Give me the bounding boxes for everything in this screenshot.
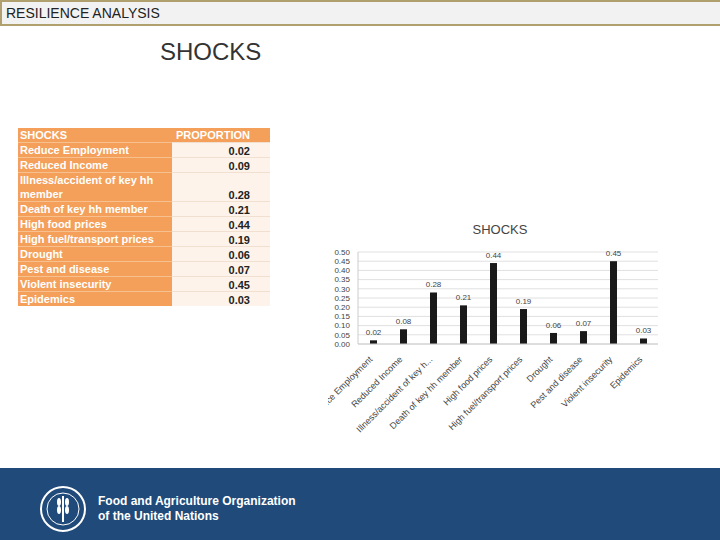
svg-text:0.00: 0.00: [334, 340, 350, 349]
svg-text:Pest and disease: Pest and disease: [529, 354, 585, 410]
svg-text:0.19: 0.19: [516, 297, 532, 306]
svg-text:Violent insecurity: Violent insecurity: [559, 354, 614, 409]
html-text:Drought: Drought: [20, 248, 63, 260]
svg-text:0.07: 0.07: [576, 319, 592, 328]
html-text:Violent insecurity: Violent insecurity: [20, 278, 112, 290]
svg-text:0.45: 0.45: [334, 257, 350, 266]
svg-text:0.40: 0.40: [334, 266, 350, 275]
html-text:Illness/accident of key hh mem: Illness/accident of key hh member: [20, 174, 154, 200]
html-text:SHOCKS: SHOCKS: [20, 129, 68, 141]
svg-text:0.50: 0.50: [334, 248, 350, 257]
svg-text:Epidemics: Epidemics: [608, 354, 645, 391]
html-text:PROPORTION: PROPORTION: [176, 129, 250, 141]
html-text:High fuel/transport prices: High fuel/transport prices: [20, 233, 154, 245]
svg-text:0.06: 0.06: [546, 321, 562, 330]
svg-text:0.21: 0.21: [456, 293, 472, 302]
html-text:0.28: 0.28: [228, 189, 250, 201]
html-text:Pest and disease: Pest and disease: [20, 263, 110, 275]
html-text:0.07: 0.07: [228, 264, 250, 276]
svg-text:0.20: 0.20: [334, 303, 350, 312]
html-text:RESILIENCE ANALYSIS: RESILIENCE ANALYSIS: [6, 5, 160, 21]
svg-text:Drought: Drought: [525, 354, 555, 384]
html-text:0.21: 0.21: [228, 204, 250, 216]
svg-text:0.28: 0.28: [426, 280, 442, 289]
svg-text:Illness/accident of key h...: Illness/accident of key h...: [354, 354, 435, 435]
svg-text:0.15: 0.15: [334, 312, 350, 321]
svg-text:0.10: 0.10: [334, 321, 350, 330]
html-text:Death of key hh member: Death of key hh member: [20, 203, 148, 215]
html-text:0.09: 0.09: [228, 160, 250, 172]
svg-text:0.45: 0.45: [606, 249, 622, 258]
html-text:0.19: 0.19: [228, 234, 250, 246]
svg-text:Reduced Income: Reduced Income: [349, 354, 404, 409]
html-text:Reduced Income: Reduced Income: [20, 159, 108, 171]
svg-text:0.08: 0.08: [396, 317, 412, 326]
html-text:Food and Agriculture Organizat: Food and Agriculture Organization: [98, 494, 296, 508]
svg-text:0.35: 0.35: [334, 275, 350, 284]
svg-text:High fuel/transport prices: High fuel/transport prices: [447, 354, 525, 432]
svg-text:0.30: 0.30: [334, 285, 350, 294]
html-text:SHOCKS: SHOCKS: [160, 38, 262, 65]
html-text:0.06: 0.06: [228, 249, 250, 261]
html-text:0.03: 0.03: [228, 294, 250, 306]
html-text:0.02: 0.02: [228, 145, 250, 157]
svg-text:0.25: 0.25: [334, 294, 350, 303]
svg-text:Death of key hh member: Death of key hh member: [387, 354, 465, 432]
svg-text:0.44: 0.44: [486, 251, 502, 260]
html-text:SHOCKS: SHOCKS: [472, 222, 528, 237]
html-text:of the United Nations: of the United Nations: [98, 509, 219, 523]
svg-text:0.03: 0.03: [636, 326, 652, 335]
html-text:0.45: 0.45: [228, 279, 250, 291]
html-text:0.44: 0.44: [228, 219, 250, 231]
svg-text:High food prices: High food prices: [441, 354, 494, 407]
svg-text:0.05: 0.05: [334, 331, 350, 340]
svg-text:0.02: 0.02: [366, 328, 382, 337]
html-text:Reduce Employment: Reduce Employment: [20, 144, 129, 156]
html-text:High food prices: High food prices: [20, 218, 107, 230]
html-text:Epidemics: Epidemics: [20, 293, 75, 305]
